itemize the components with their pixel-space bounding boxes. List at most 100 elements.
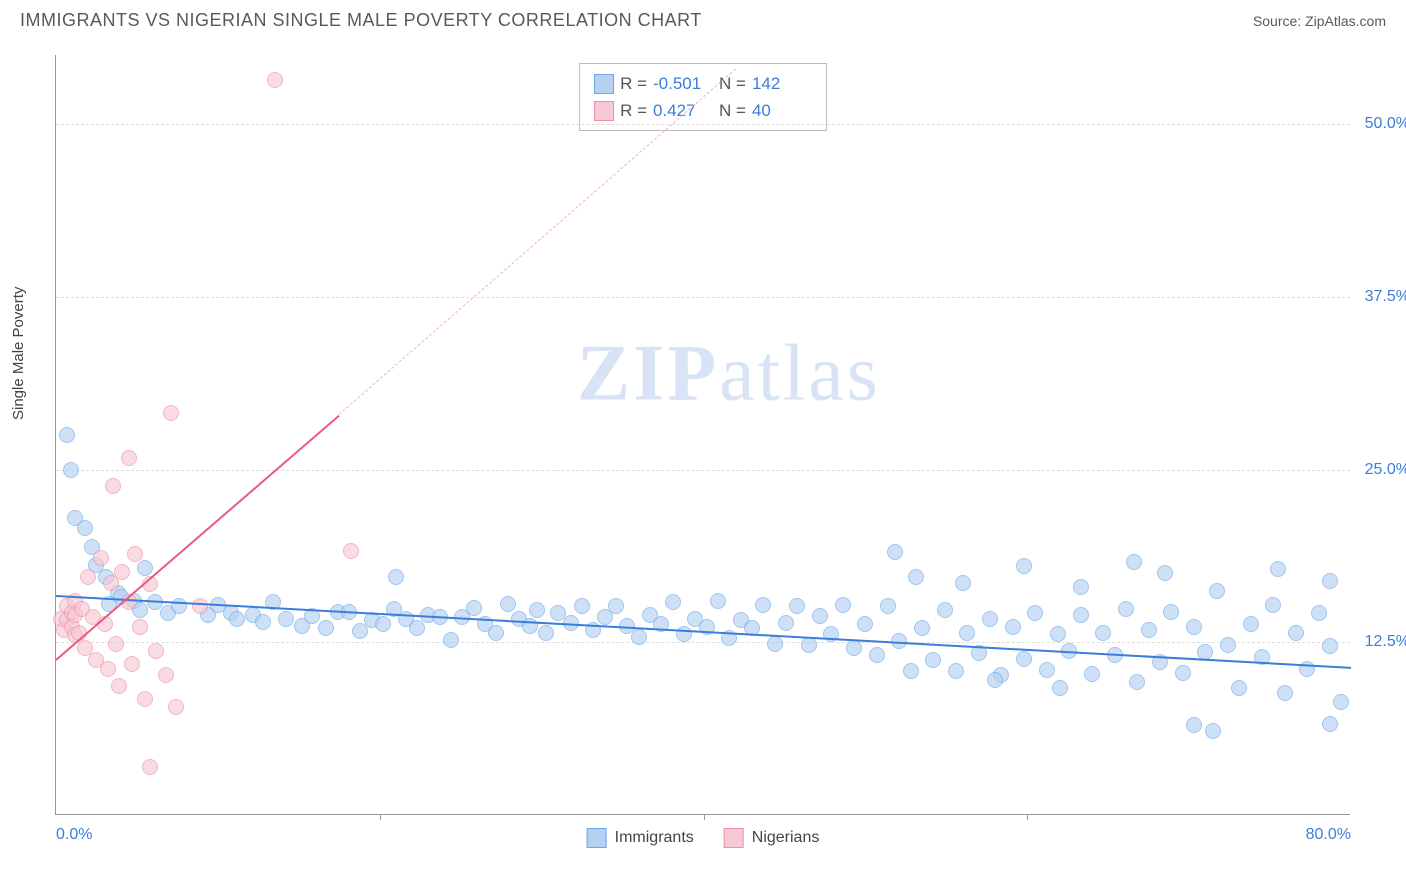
data-point	[1163, 604, 1179, 620]
data-point	[158, 667, 174, 683]
data-point	[982, 611, 998, 627]
data-point	[1311, 605, 1327, 621]
data-point	[375, 616, 391, 632]
data-point	[137, 691, 153, 707]
data-point	[1118, 601, 1134, 617]
data-point	[168, 699, 184, 715]
y-tick-label: 12.5%	[1365, 633, 1406, 651]
data-point	[755, 597, 771, 613]
data-point	[767, 636, 783, 652]
gridline-horizontal	[56, 470, 1350, 471]
data-point	[100, 661, 116, 677]
data-point	[267, 72, 283, 88]
data-point	[108, 636, 124, 652]
data-point	[948, 663, 964, 679]
source-name: ZipAtlas.com	[1305, 13, 1386, 29]
data-point	[488, 625, 504, 641]
gridline-horizontal	[56, 124, 1350, 125]
data-point	[1016, 651, 1032, 667]
series-legend: Immigrants Nigerians	[587, 828, 820, 848]
data-point	[812, 608, 828, 624]
trend-line	[339, 69, 736, 415]
data-point	[631, 629, 647, 645]
data-point	[801, 637, 817, 653]
data-point	[835, 597, 851, 613]
data-point	[880, 598, 896, 614]
data-point	[1175, 665, 1191, 681]
data-point	[443, 632, 459, 648]
data-point	[1141, 622, 1157, 638]
data-point	[1027, 605, 1043, 621]
data-point	[908, 569, 924, 585]
x-tick-label: 0.0%	[56, 826, 92, 844]
data-point	[121, 450, 137, 466]
source-prefix: Source:	[1253, 13, 1305, 29]
chart-title: IMMIGRANTS VS NIGERIAN SINGLE MALE POVER…	[20, 10, 702, 31]
data-point	[148, 643, 164, 659]
y-tick-label: 37.5%	[1365, 288, 1406, 306]
r-value: 0.427	[653, 97, 713, 124]
data-point	[409, 620, 425, 636]
legend-item: Immigrants	[587, 828, 694, 848]
data-point	[59, 427, 75, 443]
data-point	[1186, 619, 1202, 635]
x-tick-mark	[380, 814, 381, 820]
data-point	[137, 560, 153, 576]
x-tick-label: 80.0%	[1306, 826, 1351, 844]
data-point	[1157, 565, 1173, 581]
data-point	[1277, 685, 1293, 701]
gridline-horizontal	[56, 642, 1350, 643]
y-tick-label: 25.0%	[1365, 461, 1406, 479]
stats-row: R =0.427N =40	[594, 97, 812, 124]
scatter-chart: ZIPatlas R =-0.501N =142R =0.427N =40 Im…	[55, 55, 1350, 815]
data-point	[388, 569, 404, 585]
data-point	[1265, 597, 1281, 613]
data-point	[114, 564, 130, 580]
r-label: R =	[620, 70, 647, 97]
data-point	[132, 619, 148, 635]
data-point	[903, 663, 919, 679]
stats-row: R =-0.501N =142	[594, 70, 812, 97]
data-point	[1016, 558, 1032, 574]
data-point	[1322, 716, 1338, 732]
trend-line	[56, 595, 1351, 669]
data-point	[608, 598, 624, 614]
legend-swatch	[724, 828, 744, 848]
chart-header: IMMIGRANTS VS NIGERIAN SINGLE MALE POVER…	[0, 0, 1406, 36]
data-point	[1050, 626, 1066, 642]
x-tick-mark	[704, 814, 705, 820]
data-point	[857, 616, 873, 632]
data-point	[869, 647, 885, 663]
data-point	[529, 602, 545, 618]
data-point	[1270, 561, 1286, 577]
watermark-part2: atlas	[719, 329, 881, 417]
data-point	[937, 602, 953, 618]
data-point	[1052, 680, 1068, 696]
data-point	[1126, 554, 1142, 570]
n-label: N =	[719, 97, 746, 124]
legend-swatch	[594, 74, 614, 94]
source-attribution: Source: ZipAtlas.com	[1253, 13, 1386, 29]
data-point	[676, 626, 692, 642]
legend-swatch	[587, 828, 607, 848]
r-label: R =	[620, 97, 647, 124]
data-point	[1209, 583, 1225, 599]
watermark-logo: ZIPatlas	[577, 328, 881, 419]
data-point	[142, 759, 158, 775]
data-point	[1039, 662, 1055, 678]
n-value: 142	[752, 70, 812, 97]
data-point	[255, 614, 271, 630]
data-point	[500, 596, 516, 612]
data-point	[1005, 619, 1021, 635]
data-point	[778, 615, 794, 631]
r-value: -0.501	[653, 70, 713, 97]
data-point	[987, 672, 1003, 688]
data-point	[77, 520, 93, 536]
data-point	[63, 462, 79, 478]
legend-item: Nigerians	[724, 828, 820, 848]
legend-swatch	[594, 101, 614, 121]
data-point	[466, 600, 482, 616]
gridline-horizontal	[56, 297, 1350, 298]
y-tick-label: 50.0%	[1365, 115, 1406, 133]
data-point	[124, 656, 140, 672]
